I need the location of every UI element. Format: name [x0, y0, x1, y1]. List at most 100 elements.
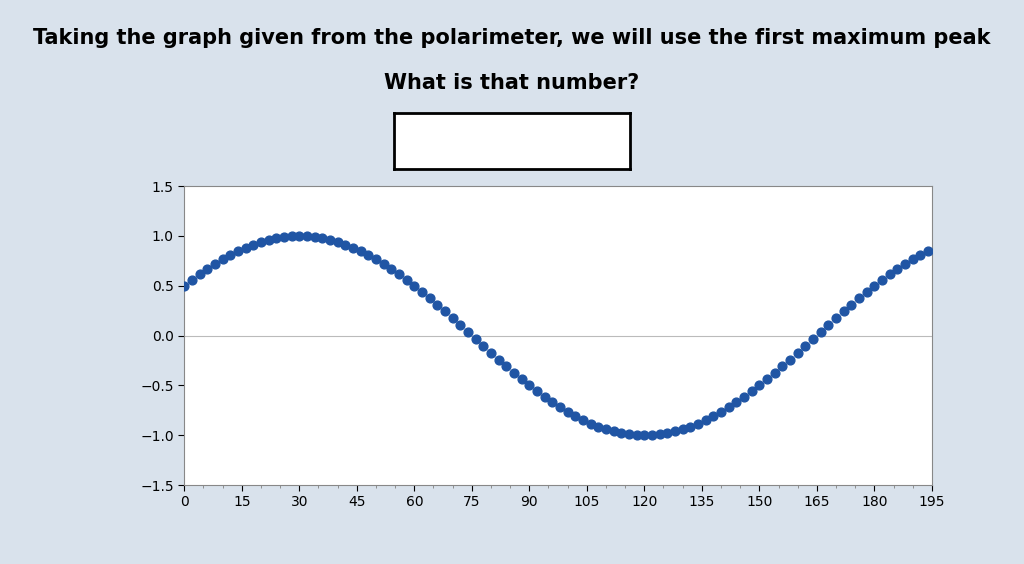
Point	[299, 232, 315, 241]
Point	[260, 235, 276, 244]
Point	[843, 300, 859, 309]
Point	[322, 235, 338, 244]
Point	[897, 259, 913, 268]
Point	[682, 422, 698, 431]
Point	[574, 416, 591, 425]
Point	[912, 250, 929, 259]
Point	[866, 281, 883, 290]
Point	[675, 425, 691, 434]
Point	[291, 231, 307, 240]
Point	[605, 427, 622, 436]
Point	[736, 393, 753, 402]
Point	[598, 425, 614, 434]
Point	[506, 368, 522, 377]
Point	[207, 259, 223, 268]
Point	[812, 328, 828, 337]
Point	[360, 250, 377, 259]
Point	[275, 232, 292, 241]
Point	[284, 232, 300, 241]
Point	[191, 270, 208, 279]
Point	[820, 321, 837, 330]
Point	[552, 403, 568, 412]
Point	[713, 407, 729, 416]
Point	[889, 265, 905, 274]
Point	[444, 314, 461, 323]
Point	[407, 281, 423, 290]
Point	[590, 422, 606, 431]
Point	[583, 419, 599, 428]
Point	[752, 381, 768, 390]
Point	[797, 341, 813, 350]
Point	[690, 419, 707, 428]
Point	[827, 314, 844, 323]
Point	[882, 270, 898, 279]
Point	[790, 349, 806, 358]
Point	[398, 275, 415, 284]
Text: What is that number?: What is that number?	[384, 73, 640, 93]
Point	[528, 387, 545, 396]
Point	[437, 307, 454, 316]
Point	[836, 307, 852, 316]
Point	[314, 233, 331, 243]
Point	[544, 398, 560, 407]
Point	[422, 294, 438, 303]
Point	[781, 355, 798, 364]
Point	[482, 349, 499, 358]
Point	[238, 243, 254, 252]
Point	[383, 265, 399, 274]
Point	[253, 237, 269, 246]
Point	[858, 288, 874, 297]
Point	[636, 431, 652, 440]
Point	[453, 321, 469, 330]
Text: Taking the graph given from the polarimeter, we will use the first maximum peak: Taking the graph given from the polarime…	[33, 28, 991, 48]
Point	[268, 233, 285, 243]
Point	[774, 362, 791, 371]
Point	[414, 288, 430, 297]
Point	[391, 270, 408, 279]
Point	[743, 387, 760, 396]
Point	[659, 429, 676, 438]
Point	[706, 412, 722, 421]
Point	[368, 255, 384, 264]
Point	[468, 334, 484, 343]
Point	[697, 416, 714, 425]
Point	[306, 232, 323, 241]
Point	[429, 300, 445, 309]
Point	[721, 403, 737, 412]
Point	[873, 275, 890, 284]
Point	[767, 368, 783, 377]
Point	[214, 255, 230, 264]
Point	[222, 250, 239, 259]
Point	[199, 265, 215, 274]
Point	[330, 237, 346, 246]
Point	[920, 246, 936, 255]
Point	[537, 393, 553, 402]
Point	[460, 328, 476, 337]
Point	[651, 430, 668, 439]
Point	[667, 427, 683, 436]
Point	[728, 398, 744, 407]
Point	[490, 355, 507, 364]
Point	[337, 240, 353, 249]
Point	[567, 412, 584, 421]
Point	[345, 243, 361, 252]
Point	[629, 430, 645, 439]
Point	[644, 430, 660, 439]
Point	[621, 430, 637, 439]
Point	[851, 294, 867, 303]
Point	[498, 362, 514, 371]
Point	[521, 381, 538, 390]
Point	[229, 246, 246, 255]
Point	[513, 374, 529, 384]
Point	[613, 429, 630, 438]
Point	[245, 240, 261, 249]
Point	[559, 407, 575, 416]
Point	[352, 246, 369, 255]
Point	[376, 259, 392, 268]
Point	[904, 255, 921, 264]
Point	[805, 334, 821, 343]
Point	[759, 374, 775, 384]
Point	[183, 275, 200, 284]
Point	[176, 281, 193, 290]
Point	[475, 341, 492, 350]
